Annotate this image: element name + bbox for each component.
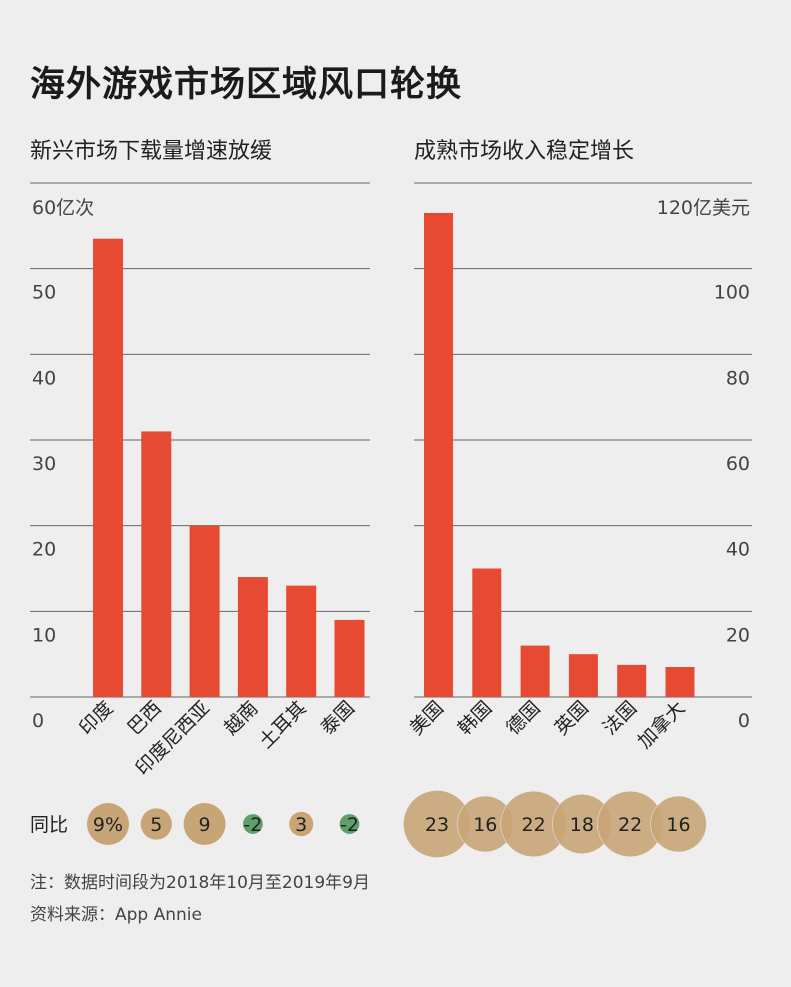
- bar: [141, 431, 172, 697]
- footnote: 注：数据时间段为2018年10月至2019年9月: [30, 873, 370, 893]
- yoy-label: 22: [618, 814, 642, 836]
- yoy-label: 22: [522, 814, 546, 836]
- yoy-bubble: [650, 795, 707, 853]
- yoy-label: 3: [295, 814, 307, 836]
- bar: [472, 568, 502, 697]
- category-label: 泰国: [317, 697, 359, 739]
- y-tick-label: 40: [726, 539, 750, 561]
- source-note: 资料来源：App Annie: [30, 905, 202, 925]
- page-title: 海外游戏市场区域风口轮换: [30, 65, 463, 105]
- bar: [568, 654, 598, 697]
- yoy-row-label: 同比: [30, 814, 68, 836]
- bar: [334, 619, 365, 697]
- bar: [237, 577, 268, 697]
- category-label: 法国: [599, 697, 641, 739]
- y-tick-label: 20: [32, 539, 56, 561]
- yoy-label: 23: [425, 814, 449, 836]
- category-label: 德国: [502, 697, 544, 739]
- yoy-bubble: [87, 803, 129, 845]
- category-label: 美国: [406, 697, 448, 739]
- left-chart-title: 新兴市场下载量增速放缓: [30, 139, 273, 164]
- category-label: 英国: [550, 697, 592, 739]
- y-tick-label: 80: [726, 367, 750, 389]
- category-label: 韩国: [454, 697, 496, 739]
- unit-label: 60亿次: [32, 197, 94, 219]
- bar: [665, 667, 695, 697]
- yoy-label: -2: [243, 814, 262, 836]
- bar: [189, 525, 220, 697]
- category-label: 加拿大: [633, 696, 690, 753]
- y-tick-label: 30: [32, 453, 56, 475]
- yoy-label: 18: [570, 814, 594, 836]
- yoy-bubble: [243, 814, 263, 834]
- bar: [520, 645, 550, 697]
- y-tick-label: 10: [32, 624, 56, 646]
- yoy-label: 9: [199, 814, 211, 836]
- category-label: 土耳其: [255, 697, 311, 753]
- y-tick-label: 0: [32, 710, 44, 732]
- bar: [286, 585, 317, 697]
- yoy-bubble: [183, 803, 226, 845]
- y-tick-label: 60: [726, 453, 750, 475]
- yoy-bubble: [289, 811, 314, 837]
- right-chart-title: 成熟市场收入稳定增长: [414, 139, 635, 164]
- category-label: 巴西: [123, 697, 165, 739]
- yoy-label: 16: [473, 814, 497, 836]
- category-label: 印度: [75, 697, 117, 739]
- yoy-label: 16: [666, 814, 690, 836]
- bar: [93, 238, 123, 697]
- unit-label: 120亿美元: [657, 197, 750, 219]
- yoy-bubble: [339, 814, 360, 834]
- y-tick-label: 100: [714, 282, 750, 304]
- bar: [424, 212, 453, 697]
- yoy-label: 5: [150, 814, 162, 836]
- yoy-label: 9%: [93, 814, 123, 836]
- y-tick-label: 50: [32, 282, 56, 304]
- category-label: 越南: [220, 697, 262, 739]
- y-tick-label: 40: [32, 367, 56, 389]
- y-tick-label: 0: [738, 710, 750, 732]
- yoy-label: -2: [340, 814, 359, 836]
- bar: [617, 664, 647, 697]
- y-tick-label: 20: [726, 624, 750, 646]
- yoy-bubble: [140, 808, 172, 840]
